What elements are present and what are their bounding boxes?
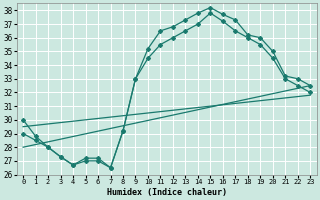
X-axis label: Humidex (Indice chaleur): Humidex (Indice chaleur) [107,188,227,197]
